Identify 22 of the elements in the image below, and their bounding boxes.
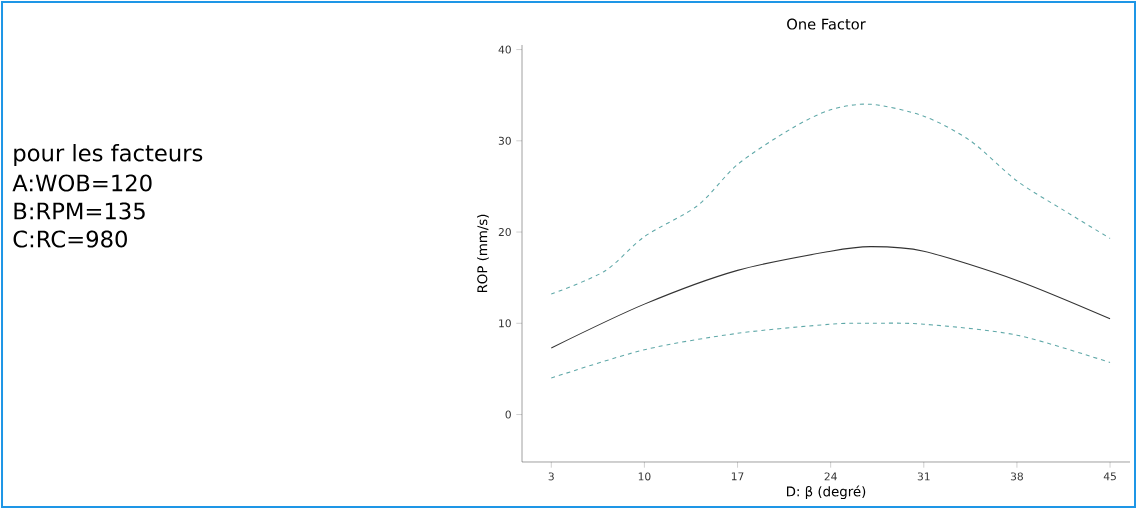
y-tick-label: 40 (498, 45, 511, 54)
y-tick-label: 30 (498, 136, 511, 145)
y-tick-label: 0 (505, 410, 511, 419)
y-axis-title: ROP (mm/s) (477, 214, 489, 293)
text: C:RC=980 (13, 230, 127, 248)
x-tick-label: 10 (638, 472, 651, 481)
line-series (550, 246, 1111, 349)
chart-title: One Factor (787, 18, 866, 30)
line-series (550, 322, 1111, 379)
y-tick-label: 20 (498, 228, 511, 237)
text: B:RPM=135 (14, 202, 145, 220)
text: pour les facteurs (14, 144, 203, 166)
x-tick-label: 38 (1010, 472, 1023, 481)
x-tick-label: 31 (917, 472, 930, 481)
text: A:WOB=120 (12, 174, 152, 192)
x-tick-label: 17 (731, 472, 744, 481)
x-tick-label: 45 (1103, 472, 1116, 481)
line-series (550, 103, 1111, 295)
x-tick-label: 3 (548, 472, 554, 481)
x-tick-label: 24 (824, 472, 837, 481)
y-tick-label: 10 (499, 319, 511, 328)
x-axis-title: D: β (degré) (786, 485, 866, 500)
